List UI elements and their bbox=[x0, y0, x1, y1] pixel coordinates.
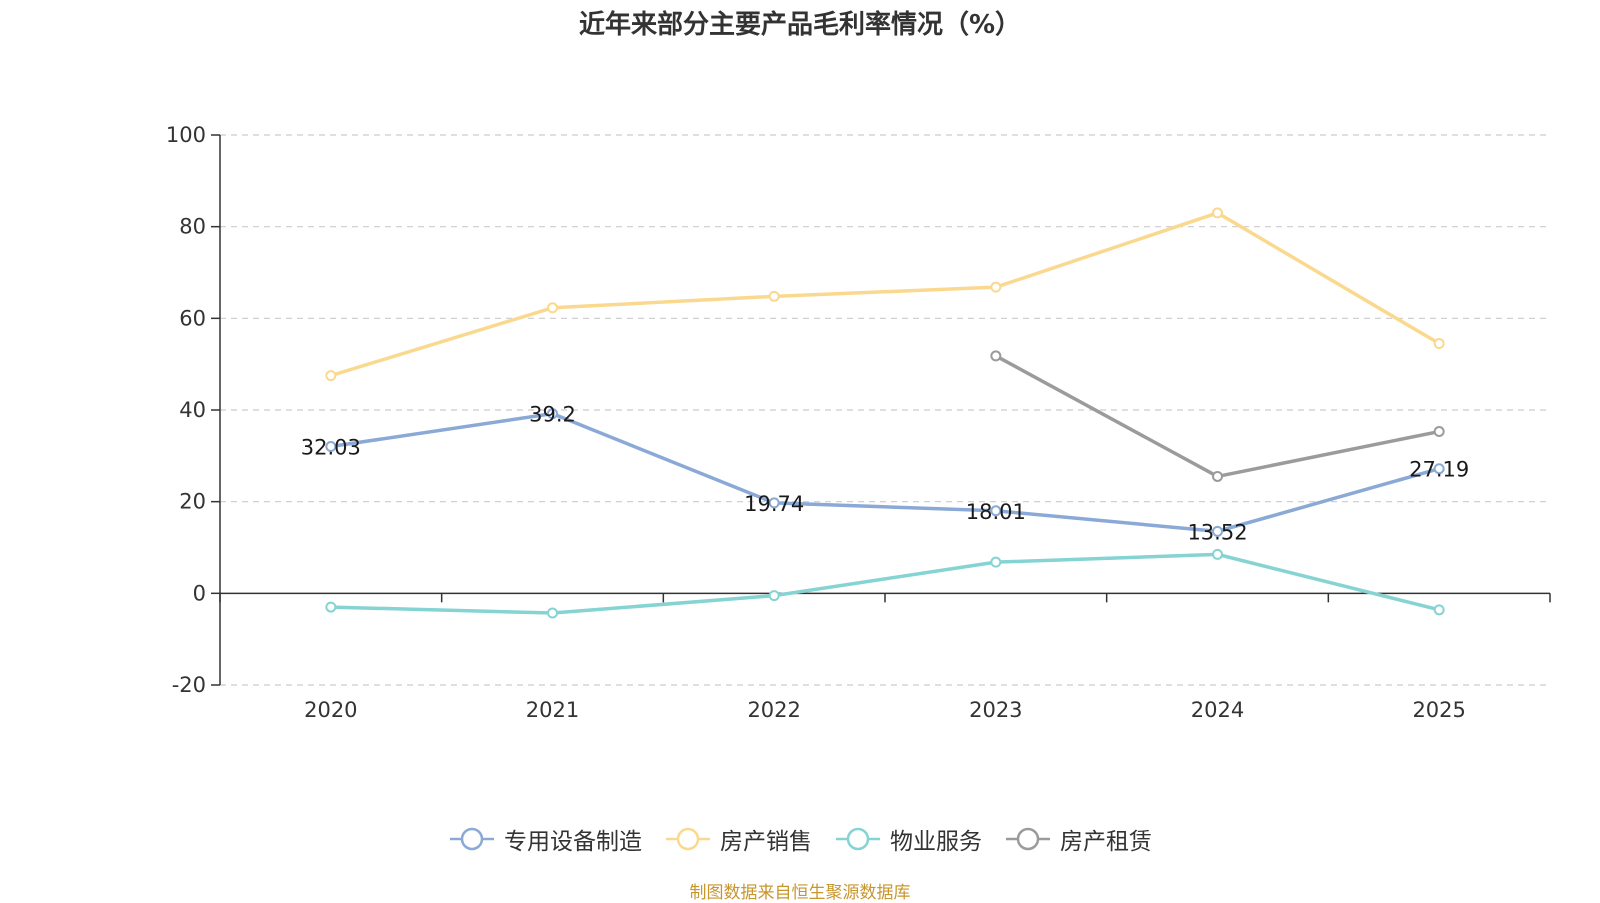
data-point bbox=[547, 607, 558, 619]
legend-label: 专用设备制造 bbox=[504, 829, 642, 855]
data-point bbox=[990, 505, 1002, 517]
data-point bbox=[1433, 463, 1445, 475]
data-point bbox=[768, 290, 780, 302]
data-point bbox=[1212, 525, 1223, 537]
series-line bbox=[994, 354, 1440, 479]
y-tick-label: 40 bbox=[179, 398, 206, 422]
x-tick-label: 2022 bbox=[747, 698, 800, 722]
legend: 专用设备制造 房产销售 物业服务 房产租赁 bbox=[0, 822, 1600, 856]
data-point bbox=[547, 302, 558, 314]
data-point bbox=[547, 408, 558, 420]
legend-line-circle-icon bbox=[1006, 827, 1050, 851]
gridlines bbox=[220, 134, 1550, 686]
legend-line-circle-icon bbox=[666, 827, 710, 851]
legend-line-circle-icon bbox=[450, 827, 494, 851]
chart-title: 近年来部分主要产品毛利率情况（%） bbox=[578, 10, 1022, 40]
data-point bbox=[990, 350, 1002, 362]
y-tick-label: 0 bbox=[193, 581, 206, 605]
x-tick-label: 2020 bbox=[304, 698, 357, 722]
data-label: 32.03 bbox=[301, 436, 361, 460]
data-label: 27.19 bbox=[1409, 458, 1469, 482]
data-point bbox=[325, 601, 337, 613]
y-tick-label: 100 bbox=[166, 123, 206, 147]
data-point bbox=[768, 590, 780, 602]
y-tick-label: 20 bbox=[179, 490, 206, 514]
data-labels: 32.03 39.2 19.74 18.01 13.52 27.19 bbox=[301, 403, 1469, 545]
data-point bbox=[768, 497, 780, 509]
data-point bbox=[1433, 338, 1445, 350]
data-point bbox=[325, 441, 337, 453]
legend-item[interactable]: 专用设备制造 bbox=[448, 822, 642, 856]
series-line bbox=[330, 552, 1440, 615]
series-lines bbox=[325, 207, 1445, 619]
axes: -20 0 20 40 60 80 100 2020 2021 2022 2023 2024 2025 bbox=[166, 123, 1551, 722]
data-point bbox=[1433, 604, 1445, 616]
legend-item[interactable]: 物业服务 bbox=[834, 822, 982, 856]
legend-label: 房产销售 bbox=[720, 829, 812, 855]
series-line bbox=[330, 211, 1441, 378]
data-point bbox=[990, 556, 1002, 568]
y-tick-label: 60 bbox=[179, 306, 206, 330]
data-label: 39.2 bbox=[529, 403, 576, 427]
y-tick-label: -20 bbox=[172, 673, 206, 697]
series-line bbox=[330, 411, 1440, 534]
legend-item[interactable]: 房产销售 bbox=[664, 822, 812, 856]
data-label: 19.74 bbox=[744, 492, 804, 516]
data-label: 13.52 bbox=[1187, 520, 1247, 544]
x-tick-label: 2021 bbox=[526, 698, 579, 722]
data-label: 18.01 bbox=[966, 500, 1026, 524]
data-point bbox=[1212, 548, 1223, 560]
legend-label: 房产租赁 bbox=[1060, 829, 1152, 855]
x-tick-label: 2023 bbox=[969, 698, 1022, 722]
data-point bbox=[1212, 470, 1223, 482]
data-point bbox=[990, 281, 1002, 293]
data-point bbox=[1212, 207, 1223, 219]
legend-label: 物业服务 bbox=[890, 829, 982, 855]
data-point bbox=[1433, 426, 1445, 438]
legend-item[interactable]: 房产租赁 bbox=[1004, 822, 1152, 856]
source-note: 制图数据来自恒生聚源数据库 bbox=[689, 883, 911, 903]
x-tick-label: 2025 bbox=[1412, 698, 1465, 722]
data-point bbox=[325, 370, 337, 382]
x-tick-label: 2024 bbox=[1191, 698, 1244, 722]
legend-line-circle-icon bbox=[836, 827, 880, 851]
y-tick-label: 80 bbox=[179, 215, 206, 239]
